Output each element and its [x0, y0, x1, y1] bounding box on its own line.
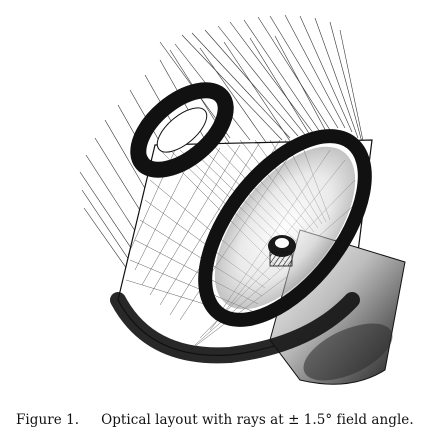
focal-plane-assembly [268, 235, 296, 267]
aperture-ring [110, 292, 360, 364]
figure-caption-text: Optical layout with rays at ± 1.5° field… [101, 412, 414, 428]
figure-caption-label: Figure 1. [16, 412, 80, 428]
primary-mirror-rim [198, 129, 372, 327]
secondary-mirror-ring [130, 82, 234, 178]
optical-layout-illustration [79, 14, 406, 385]
figure-caption: Figure 1. Optical layout with rays at ± 1… [16, 409, 414, 431]
